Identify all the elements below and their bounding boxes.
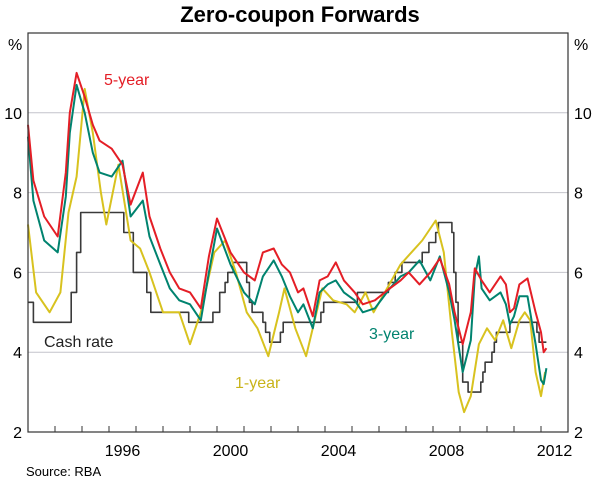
series-lines [27, 71, 548, 414]
x-tick-label: 2004 [321, 443, 357, 460]
y-tick-label-left: 8 [13, 186, 22, 203]
label-cash-rate: Cash rate [44, 334, 113, 351]
y-unit-right: % [574, 37, 588, 54]
x-tick-label: 1996 [105, 443, 141, 460]
x-tick-label: 2012 [537, 443, 573, 460]
axes: 2 2 4 4 6 6 8 8 10 10 1996 2000 2004 2008 2012 [4, 106, 592, 460]
y-unit-left: % [8, 37, 22, 54]
y-tick-label-right: 6 [574, 265, 583, 282]
y-tick-label-right: 4 [574, 345, 583, 362]
y-tick-label-right: 2 [574, 425, 583, 442]
series-line-5-year [27, 71, 548, 354]
y-tick-label-left: 10 [4, 106, 22, 123]
label-3-year: 3-year [369, 326, 415, 343]
y-tick-label-right: 10 [574, 106, 592, 123]
label-5-year: 5-year [104, 72, 150, 89]
y-tick-label-left: 2 [13, 425, 22, 442]
y-tick-label-left: 6 [13, 265, 22, 282]
x-tick-label: 2000 [213, 443, 249, 460]
x-tick-label: 2008 [429, 443, 465, 460]
series-line-3-year [27, 83, 548, 386]
y-tick-label-right: 8 [574, 186, 583, 203]
chart-title: Zero-coupon Forwards [180, 2, 420, 27]
series-line-1-year [27, 87, 547, 414]
source-note: Source: RBA [26, 464, 102, 479]
gridlines [28, 112, 568, 353]
plot-frame [27, 32, 569, 433]
y-tick-label-left: 4 [13, 345, 22, 362]
series-line-cash-rate [28, 211, 547, 393]
label-1-year: 1-year [235, 375, 281, 392]
